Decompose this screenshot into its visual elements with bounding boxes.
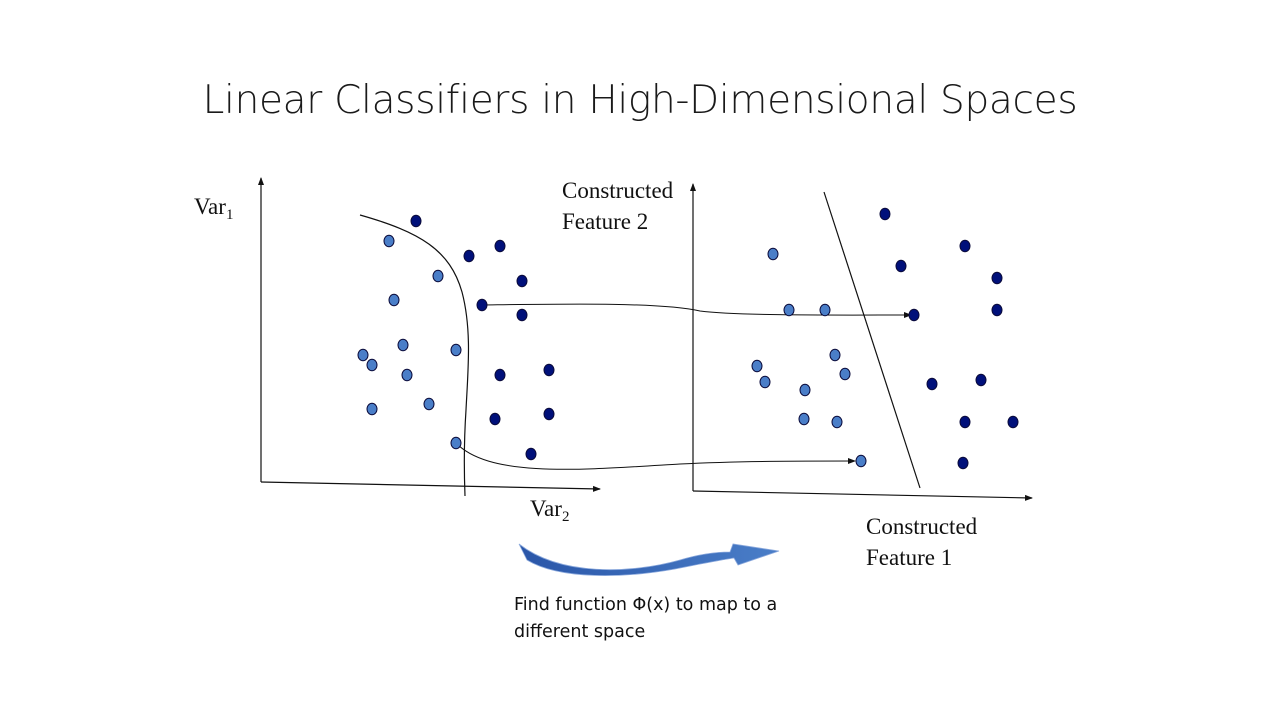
left-plot-axes	[258, 177, 601, 492]
right-x-axis	[692, 490, 1033, 501]
point-dark	[410, 214, 422, 228]
point-light	[383, 234, 395, 248]
point-light	[450, 436, 462, 450]
left-plot-points	[357, 214, 555, 461]
point-dark	[926, 377, 938, 391]
right-plot-axes	[690, 183, 1033, 501]
point-light	[450, 343, 462, 357]
point-light	[388, 293, 400, 307]
point-light	[783, 303, 795, 317]
transformation-arrow	[518, 543, 780, 576]
mapping-arrow-upper	[481, 303, 912, 319]
point-light	[829, 348, 841, 362]
linear-decision-boundary	[823, 191, 921, 489]
point-dark	[879, 207, 891, 221]
point-dark	[991, 271, 1003, 285]
left-x-axis-label: Var2	[530, 496, 570, 525]
point-dark	[516, 308, 528, 322]
point-light	[819, 303, 831, 317]
point-light	[751, 359, 763, 373]
point-dark	[516, 274, 528, 288]
point-light	[401, 368, 413, 382]
point-dark	[476, 298, 488, 312]
point-light	[423, 397, 435, 411]
point-dark	[494, 239, 506, 253]
mapping-caption: Find function Φ(x) to map to a different…	[514, 592, 834, 646]
point-light	[831, 415, 843, 429]
nonlinear-decision-boundary	[359, 214, 470, 497]
left-y-axis-label: Var1	[194, 194, 234, 223]
right-y-axis-label: Constructed Feature 2	[562, 178, 674, 234]
caption-line-2: different space	[514, 622, 646, 642]
slide-title: Linear Classifiers in High-Dimensional S…	[202, 78, 1078, 123]
point-light	[798, 412, 810, 426]
point-light	[767, 247, 779, 261]
point-dark	[494, 368, 506, 382]
point-dark	[463, 249, 475, 263]
right-x-axis-label: Constructed Feature 1	[866, 514, 978, 570]
point-light	[366, 358, 378, 372]
point-dark	[489, 412, 501, 426]
point-light	[759, 375, 771, 389]
right-plot-points	[751, 207, 1019, 470]
point-dark	[908, 308, 920, 322]
point-dark	[1007, 415, 1019, 429]
point-dark	[543, 363, 555, 377]
point-light	[799, 383, 811, 397]
mapping-arrow-lower	[455, 442, 856, 470]
caption-line-1: Find function Φ(x) to map to a	[514, 595, 778, 615]
point-light	[839, 367, 851, 381]
point-dark	[525, 447, 537, 461]
point-dark	[895, 259, 907, 273]
point-dark	[959, 415, 971, 429]
point-light	[357, 348, 369, 362]
point-dark	[543, 407, 555, 421]
point-dark	[957, 456, 969, 470]
point-dark	[991, 303, 1003, 317]
point-light	[366, 402, 378, 416]
point-dark	[959, 239, 971, 253]
left-x-axis	[260, 481, 601, 492]
point-light	[432, 269, 444, 283]
point-light	[397, 338, 409, 352]
point-light	[855, 454, 867, 468]
point-dark	[975, 373, 987, 387]
